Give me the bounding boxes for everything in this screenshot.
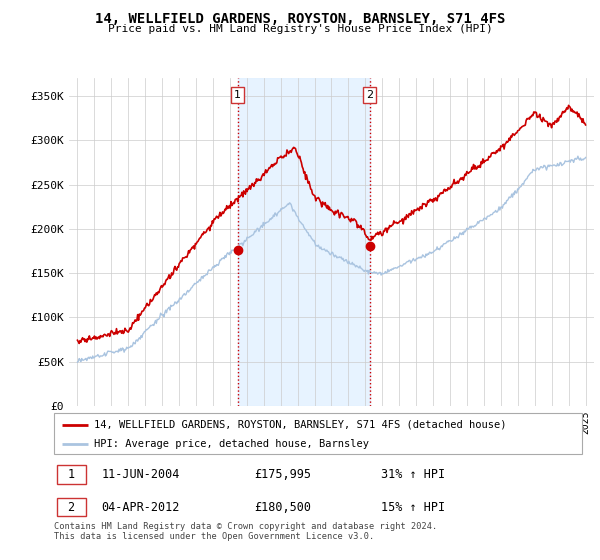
Text: 1: 1 bbox=[67, 468, 74, 481]
Text: 14, WELLFIELD GARDENS, ROYSTON, BARNSLEY, S71 4FS: 14, WELLFIELD GARDENS, ROYSTON, BARNSLEY… bbox=[95, 12, 505, 26]
Text: £175,995: £175,995 bbox=[254, 468, 311, 481]
Text: Price paid vs. HM Land Registry's House Price Index (HPI): Price paid vs. HM Land Registry's House … bbox=[107, 24, 493, 34]
Text: £180,500: £180,500 bbox=[254, 501, 311, 514]
Text: 04-APR-2012: 04-APR-2012 bbox=[101, 501, 180, 514]
Text: 15% ↑ HPI: 15% ↑ HPI bbox=[382, 501, 445, 514]
Text: 2: 2 bbox=[366, 90, 373, 100]
Text: 1: 1 bbox=[234, 90, 241, 100]
Bar bbox=[238, 78, 370, 406]
FancyBboxPatch shape bbox=[56, 465, 86, 483]
Text: 11-JUN-2004: 11-JUN-2004 bbox=[101, 468, 180, 481]
Text: 14, WELLFIELD GARDENS, ROYSTON, BARNSLEY, S71 4FS (detached house): 14, WELLFIELD GARDENS, ROYSTON, BARNSLEY… bbox=[94, 419, 506, 430]
Text: 31% ↑ HPI: 31% ↑ HPI bbox=[382, 468, 445, 481]
FancyBboxPatch shape bbox=[56, 498, 86, 516]
Text: Contains HM Land Registry data © Crown copyright and database right 2024.
This d: Contains HM Land Registry data © Crown c… bbox=[54, 522, 437, 542]
Text: HPI: Average price, detached house, Barnsley: HPI: Average price, detached house, Barn… bbox=[94, 438, 368, 449]
FancyBboxPatch shape bbox=[54, 413, 582, 454]
Text: 2: 2 bbox=[67, 501, 74, 514]
